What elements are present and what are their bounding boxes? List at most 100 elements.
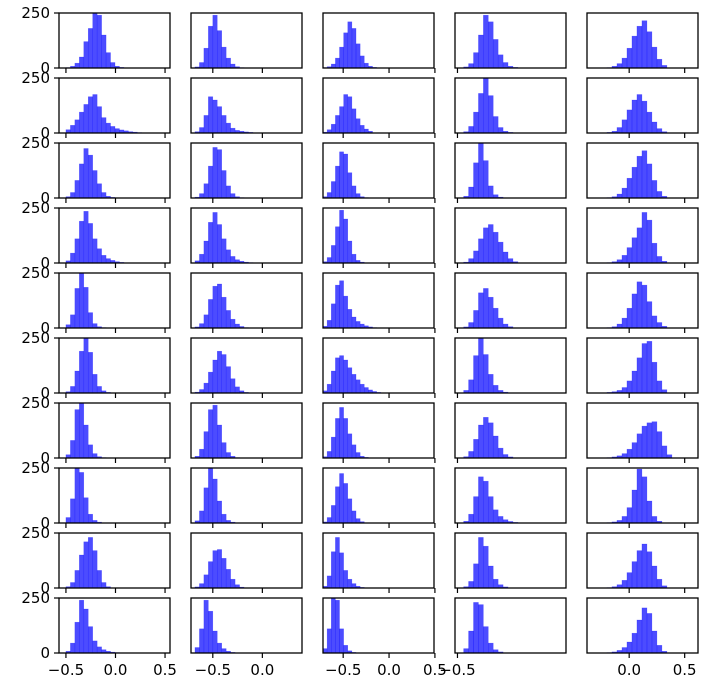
histogram-bar (96, 386, 102, 394)
histogram-bar (343, 218, 349, 264)
histogram-bar (79, 220, 85, 264)
histogram-bar (217, 500, 222, 524)
histogram-bar (478, 337, 484, 394)
histogram-panel-r9-c1: 0 250 (21, 524, 171, 597)
histogram-bar (483, 354, 489, 394)
histogram-bar (631, 370, 638, 394)
y-tick-label: 250 (21, 4, 50, 22)
histogram-bar (364, 387, 369, 394)
histogram-bar (221, 513, 227, 524)
histogram-bar (488, 422, 494, 459)
histogram-bar (621, 453, 628, 459)
panel-frame (58, 337, 171, 394)
histogram-bar (646, 341, 653, 394)
histogram-bar (359, 55, 365, 69)
histogram-bar (343, 483, 349, 524)
histogram-bar (199, 127, 205, 134)
histogram-bar (497, 447, 504, 459)
panel-frame (190, 142, 303, 199)
histogram-bar (621, 255, 628, 264)
histogram-bar (70, 192, 76, 199)
histogram-bar (626, 109, 633, 134)
histogram-bar (212, 359, 218, 394)
histogram-bar (351, 185, 357, 199)
histogram-bar (626, 247, 633, 264)
histogram-bar (473, 496, 479, 524)
histogram-bar (641, 476, 648, 524)
histogram-bar (646, 301, 653, 329)
histogram-bar (335, 418, 340, 459)
histogram-bar (468, 63, 474, 69)
histogram-bar (646, 163, 653, 199)
histogram-bar (483, 227, 489, 264)
histogram-bar (199, 583, 205, 589)
histogram-bar (473, 52, 479, 69)
histogram-bar (212, 285, 218, 329)
histogram-bar (343, 94, 349, 134)
histogram-bar (651, 180, 658, 199)
histogram-bar (335, 57, 340, 69)
panel-frame (58, 142, 171, 199)
histogram-bar (473, 111, 479, 134)
histogram-bar (347, 309, 353, 329)
histogram-panel-r10-c3: −0.5 0.0 0.5 (322, 597, 447, 679)
histogram-bar (478, 34, 484, 69)
panel-frame (322, 532, 435, 589)
histogram-bar (199, 193, 205, 199)
x-tick-label: −0.5 (439, 661, 475, 679)
histogram-bar (335, 599, 340, 654)
histogram-bar (225, 57, 231, 69)
histogram-bar (656, 578, 663, 589)
histogram-bar (208, 467, 214, 524)
histogram-bar (355, 452, 361, 459)
histogram-bar (101, 192, 107, 199)
histogram-panel-r6-c1: 0 250 (21, 329, 171, 402)
histogram-bar (212, 630, 218, 654)
histogram-bar (331, 551, 336, 589)
histogram-bar (199, 628, 205, 654)
histogram-bar (641, 425, 648, 459)
histogram-bar (656, 256, 663, 264)
histogram-bar (343, 570, 349, 589)
histogram-bar (483, 288, 489, 329)
panel-frame (586, 597, 699, 654)
histogram-panel-r8-c4 (454, 467, 567, 528)
histogram-bar (463, 648, 469, 654)
histogram-bar (339, 407, 344, 459)
histogram-bar (87, 626, 93, 654)
histogram-bar (331, 370, 336, 394)
histogram-bar (96, 248, 102, 264)
histogram-bar (347, 96, 353, 134)
x-tick-label: 0.0 (250, 661, 274, 679)
histogram-bar (217, 283, 222, 329)
histogram-panel-r9-c5 (586, 532, 699, 593)
y-tick-label: 0 (40, 579, 50, 597)
histogram-bar (208, 165, 214, 199)
histogram-bar (74, 621, 80, 654)
histogram-bar (83, 287, 89, 329)
histogram-bar (355, 379, 361, 394)
histogram-bar (194, 647, 200, 654)
histogram-bar (203, 240, 209, 264)
histogram-panel-r3-c3 (322, 142, 436, 203)
histogram-bar (203, 183, 209, 199)
histogram-bar (488, 185, 494, 199)
histogram-bar (79, 472, 85, 524)
histogram-bar (497, 516, 504, 524)
y-tick-label: 0 (40, 124, 50, 142)
histogram-bar (326, 517, 332, 524)
histogram-bar (473, 439, 479, 459)
histogram-bar (355, 118, 361, 134)
histogram-bar (478, 238, 484, 264)
histogram-bar (225, 452, 231, 459)
histogram-bar (70, 125, 76, 134)
histogram-bar (221, 115, 227, 134)
histogram-bar (87, 444, 93, 459)
y-tick-label: 250 (21, 69, 50, 87)
histogram-bar (208, 561, 214, 589)
y-tick-label: 250 (21, 524, 50, 542)
histogram-bar (101, 117, 107, 134)
histogram-bar (355, 321, 361, 329)
histogram-bar (343, 645, 349, 654)
histogram-bar (114, 128, 120, 134)
